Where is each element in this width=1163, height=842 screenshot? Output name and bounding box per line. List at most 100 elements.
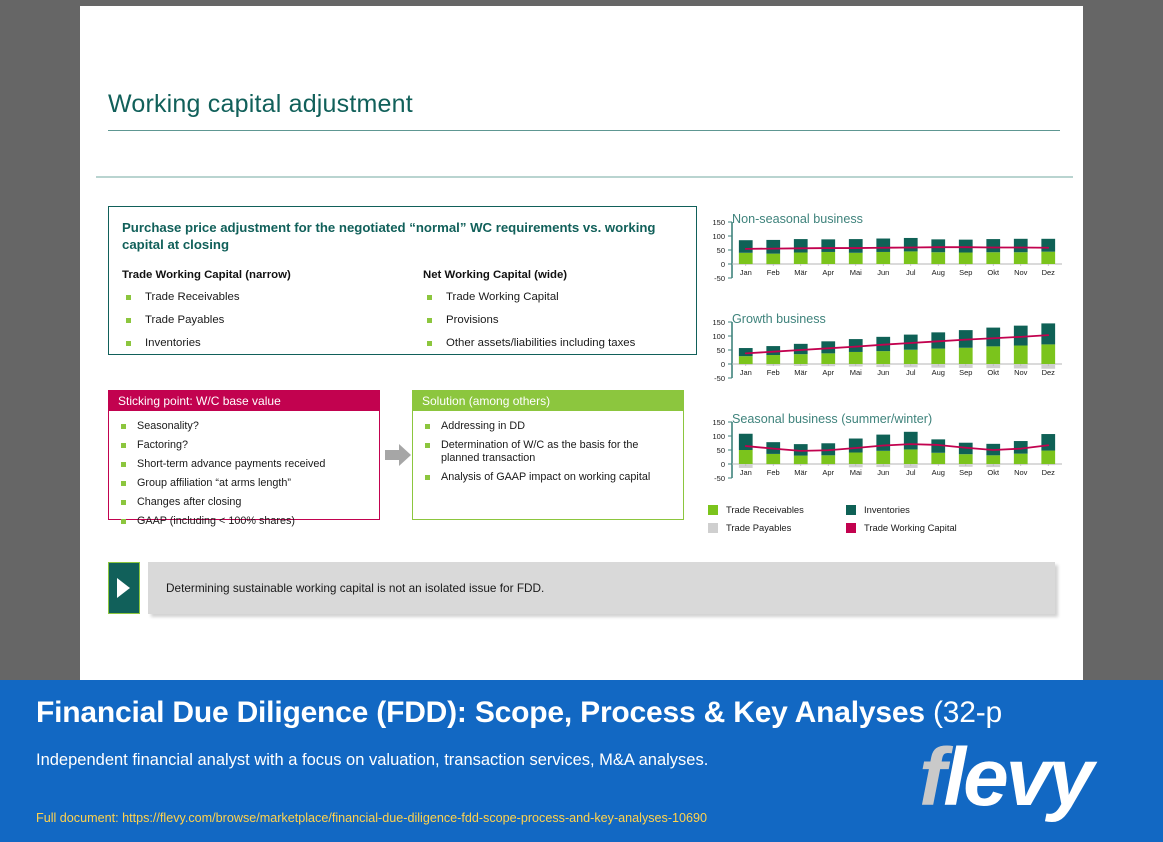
svg-text:Mai: Mai [850,468,862,477]
list-item-label: Trade Working Capital [446,291,559,303]
svg-text:Nov: Nov [1014,468,1028,477]
svg-text:150: 150 [712,318,725,327]
solution-box: Solution (among others) Addressing in DD… [412,390,684,520]
list-item-label: Provisions [446,314,499,326]
svg-text:Nov: Nov [1014,368,1028,377]
legend-label: Trade Working Capital [864,522,957,533]
bullet-square-icon [126,341,131,346]
svg-text:Apr: Apr [822,468,834,477]
svg-text:150: 150 [712,418,725,427]
bullet-square-icon [425,475,430,480]
list-item: Changes after closing [115,496,371,509]
svg-text:Jul: Jul [906,268,916,277]
svg-text:Jul: Jul [906,468,916,477]
list-item: Determination of W/C as the basis for th… [419,439,675,465]
play-triangle-icon [117,578,130,598]
list-item-label: Analysis of GAAP impact on working capit… [441,471,651,483]
legend-item-inventories: Inventories [846,504,910,515]
svg-text:50: 50 [717,346,725,355]
list-item: Addressing in DD [419,420,675,433]
slide-canvas: Working capital adjustment Purchase pric… [80,6,1083,680]
svg-text:Nov: Nov [1014,268,1028,277]
svg-text:Aug: Aug [932,368,945,377]
bullet-square-icon [427,295,432,300]
list-item-label: Group affiliation “at arms length” [137,477,292,489]
list-item: Trade Working Capital [423,290,693,304]
svg-text:Aug: Aug [932,468,945,477]
callout-marker [108,562,140,614]
svg-text:Mär: Mär [794,268,807,277]
net-working-capital-column: Net Working Capital (wide) Trade Working… [423,269,693,359]
column-heading: Net Working Capital (wide) [423,269,568,281]
document-title-pages: (32-p [924,696,1003,729]
svg-text:Dez: Dez [1042,368,1056,377]
legend-label: Trade Payables [726,522,792,533]
chart-svg: 150 100 50 0 -50 Jan Feb Mär Apr Mai Jun Jul Aug Sep O… [712,318,1062,383]
svg-text:-50: -50 [714,274,725,283]
list-item-label: Other assets/liabilities including taxes [446,337,636,349]
list-item: Inventories [122,336,392,350]
chart-title: Seasonal business (summer/winter) [732,412,933,426]
svg-text:-50: -50 [714,474,725,483]
solution-list: Addressing in DD Determination of W/C as… [413,411,683,519]
callout: Determining sustainable working capital … [108,562,1055,614]
list-item: Trade Receivables [122,290,392,304]
sticking-point-list: Seasonality? Factoring? Short-term advan… [109,411,379,527]
sticking-point-header: Sticking point: W/C base value [109,391,379,411]
svg-text:100: 100 [712,432,725,441]
list-item: Factoring? [115,439,371,452]
svg-text:Mär: Mär [794,368,807,377]
bullet-square-icon [427,318,432,323]
list-item-label: Trade Payables [145,314,225,326]
svg-text:150: 150 [712,218,725,227]
list-item: Analysis of GAAP impact on working capit… [419,471,675,484]
page-title: Working capital adjustment [108,90,413,118]
callout-text: Determining sustainable working capital … [166,581,545,595]
svg-text:Jul: Jul [906,368,916,377]
flevy-logo-f: f [919,732,946,823]
svg-text:Feb: Feb [767,268,780,277]
bullet-square-icon [126,295,131,300]
document-link[interactable]: Full document: https://flevy.com/browse/… [36,811,708,825]
bullet-square-icon [121,481,126,486]
legend-swatch [708,522,718,533]
svg-text:Dez: Dez [1042,268,1056,277]
list-item: Short-term advance payments received [115,458,371,471]
svg-text:Okt: Okt [987,268,1000,277]
column-heading: Trade Working Capital (narrow) [122,269,291,281]
trade-working-capital-column: Trade Working Capital (narrow) Trade Rec… [122,269,392,359]
svg-text:Feb: Feb [767,368,780,377]
list-item-label: Determination of W/C as the basis for th… [441,439,639,464]
bullet-square-icon [121,443,126,448]
bullet-square-icon [121,519,126,524]
bullet-square-icon [121,500,126,505]
chart-title: Non-seasonal business [732,212,863,226]
flevy-logo-rest: levy [943,732,1094,823]
svg-text:Feb: Feb [767,468,780,477]
list-item-label: Trade Receivables [145,291,240,303]
list-item-label: Addressing in DD [441,420,526,432]
section-divider [96,176,1073,178]
svg-text:0: 0 [721,260,725,269]
svg-text:Dez: Dez [1042,468,1056,477]
svg-text:Jan: Jan [740,468,752,477]
title-divider [108,130,1060,131]
document-title: Financial Due Diligence (FDD): Scope, Pr… [36,696,1002,730]
sticking-point-box: Sticking point: W/C base value Seasonali… [108,390,380,527]
svg-text:Mär: Mär [794,468,807,477]
list-item-label: Seasonality? [137,420,199,432]
svg-text:Okt: Okt [987,468,1000,477]
list-item: Other assets/liabilities including taxes [423,336,693,350]
bullet-square-icon [121,424,126,429]
svg-text:Apr: Apr [822,368,834,377]
list-item: Group affiliation “at arms length” [115,477,371,490]
list-item: Trade Payables [122,313,392,327]
svg-text:Jun: Jun [877,468,889,477]
svg-text:Jun: Jun [877,368,889,377]
svg-text:50: 50 [717,246,725,255]
legend-swatch [846,504,856,515]
chart-svg: 150 100 50 0 -50 Jan Feb Mär Apr Mai Jun Jul Aug Sep O… [712,418,1062,483]
flow-arrow-icon [385,444,411,466]
svg-text:Sep: Sep [959,368,972,377]
legend-item-trade-receivables: Trade Receivables [708,504,804,515]
